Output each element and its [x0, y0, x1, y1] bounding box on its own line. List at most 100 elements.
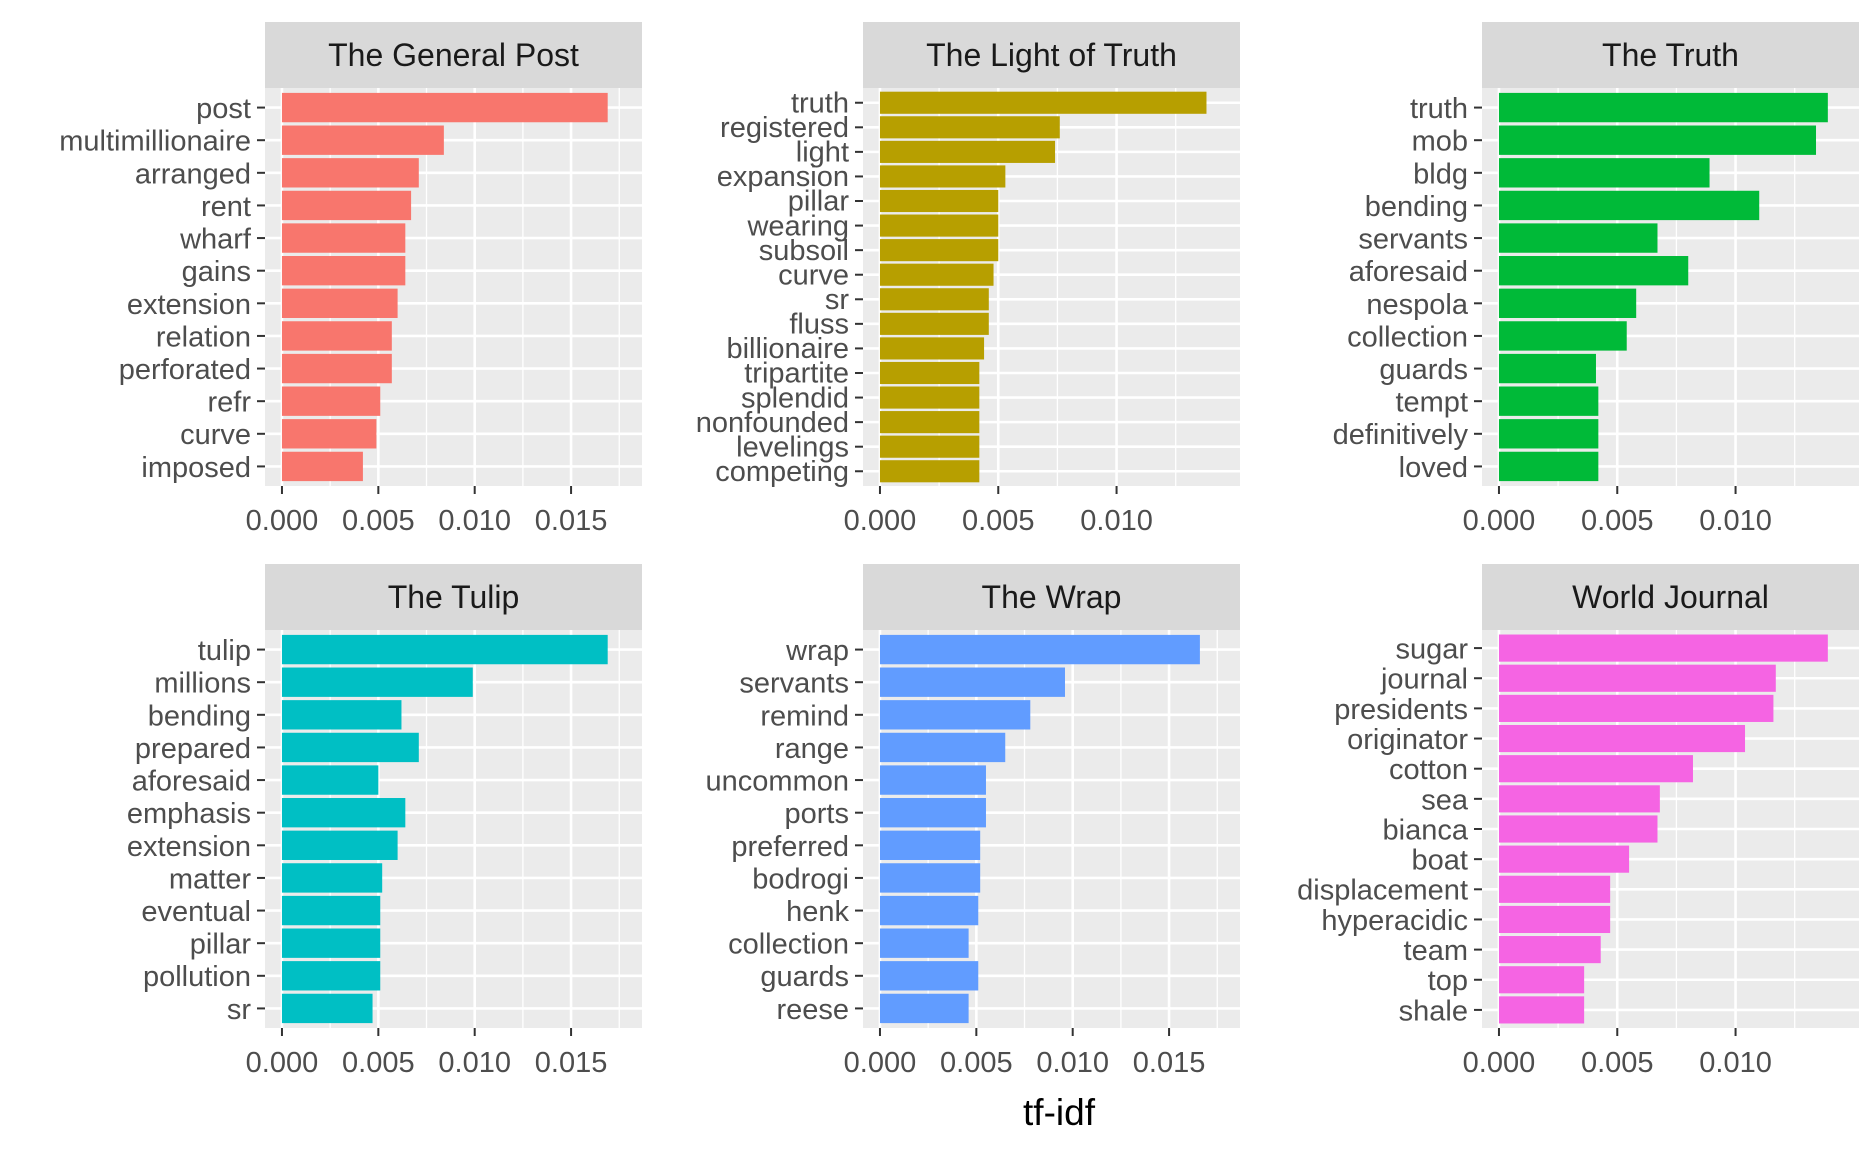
bar [281, 961, 381, 991]
x-tick-label: 0.010 [438, 505, 511, 537]
y-tick-label: eventual [141, 896, 251, 928]
y-tick-label: curve [778, 259, 849, 291]
y-tick-label: pollution [143, 961, 251, 993]
x-tick-label: 0.000 [1463, 1047, 1536, 1079]
x-tick-label: 0.010 [1699, 1047, 1772, 1079]
y-tick-label: rent [201, 191, 251, 223]
y-tick-label: sr [825, 284, 850, 316]
y-tick-label: wrap [785, 635, 849, 667]
bar [1498, 451, 1599, 482]
bar [281, 928, 381, 958]
bar [879, 928, 969, 958]
y-tick-label: sr [227, 994, 252, 1026]
y-tick-label: ports [785, 798, 849, 830]
facet-title: The General Post [328, 37, 579, 73]
y-tick-label: bianca [1383, 814, 1469, 846]
facet-title: The Tulip [388, 579, 520, 615]
y-tick-label: millions [154, 668, 251, 700]
bar [281, 895, 381, 926]
bar [879, 798, 986, 828]
bar [879, 460, 980, 483]
y-tick-label: nonfounded [696, 407, 849, 439]
y-tick-label: servants [1358, 224, 1468, 256]
bar [879, 993, 969, 1024]
bar [1498, 875, 1611, 903]
bar [1498, 158, 1710, 188]
bar [281, 92, 608, 123]
y-tick-label: registered [720, 112, 849, 144]
bar [1498, 190, 1760, 221]
facet-panel: World Journal sugarjournalpresidentsorigi… [1297, 564, 1859, 1079]
y-tick-label: bending [148, 700, 251, 732]
y-tick-label: tempt [1395, 387, 1468, 419]
bar [281, 386, 381, 416]
x-tick-label: 0.000 [246, 505, 319, 537]
y-tick-label: aforesaid [132, 766, 251, 798]
bar [1498, 256, 1689, 286]
facet-strip [1482, 564, 1859, 630]
bar [879, 239, 999, 262]
y-tick-label: light [796, 137, 849, 169]
bar [879, 361, 980, 385]
x-tick-label: 0.015 [1133, 1047, 1206, 1079]
x-tick-label: 0.000 [1463, 505, 1536, 537]
bar [1498, 694, 1774, 722]
y-tick-label: expansion [717, 161, 849, 193]
y-tick-label: originator [1347, 724, 1468, 756]
bar [281, 667, 473, 697]
y-tick-label: collection [728, 929, 849, 961]
y-tick-label: emphasis [127, 798, 251, 830]
facet-strip [863, 564, 1240, 630]
facet-strip [265, 22, 642, 88]
bar [281, 700, 402, 730]
y-tick-label: loved [1399, 452, 1468, 484]
y-tick-label: sea [1421, 784, 1469, 816]
bar [281, 288, 398, 318]
facet-strip [265, 564, 642, 630]
bar [281, 158, 419, 188]
bar [879, 435, 980, 458]
facet-panel: The Truth truthmobbldgbendingservantsafor… [1333, 22, 1859, 537]
y-tick-label: guards [1379, 354, 1468, 386]
bar [879, 863, 981, 893]
y-tick-label: servants [739, 668, 849, 700]
facet-panel: The Tulip tulipmillionsbendingpreparedafo… [127, 564, 642, 1079]
bar [281, 125, 444, 155]
y-tick-label: curve [180, 419, 251, 451]
bar [1498, 785, 1660, 813]
bar [1498, 288, 1637, 318]
bar [1498, 321, 1627, 351]
bar [879, 312, 989, 335]
y-tick-label: collection [1347, 321, 1468, 353]
x-tick-label: 0.010 [1699, 505, 1772, 537]
bar [879, 830, 981, 860]
bar [1498, 386, 1599, 416]
bar [879, 116, 1060, 139]
x-tick-label: 0.000 [844, 505, 917, 537]
y-tick-label: journal [1380, 664, 1468, 696]
y-tick-label: subsoil [759, 235, 849, 267]
bar [1498, 966, 1585, 994]
y-tick-label: henk [786, 896, 849, 928]
bar [879, 700, 1031, 730]
bar [1498, 724, 1746, 753]
x-tick-label: 0.005 [1581, 1047, 1654, 1079]
y-tick-label: gains [182, 256, 251, 288]
y-tick-label: truth [791, 87, 849, 119]
bar [879, 91, 1207, 114]
bar [879, 214, 999, 237]
x-tick-label: 0.010 [1080, 505, 1153, 537]
y-tick-label: reese [776, 994, 849, 1026]
y-tick-label: arranged [135, 158, 251, 190]
y-tick-label: definitively [1333, 419, 1469, 451]
y-tick-label: bldg [1413, 158, 1468, 190]
y-tick-label: matter [169, 863, 252, 895]
facet-title: The Truth [1602, 37, 1739, 73]
bar [281, 321, 392, 351]
bar [879, 667, 1065, 697]
bar [281, 863, 383, 893]
y-tick-label: splendid [741, 382, 849, 414]
bar [1498, 419, 1599, 449]
bar [1498, 664, 1776, 692]
